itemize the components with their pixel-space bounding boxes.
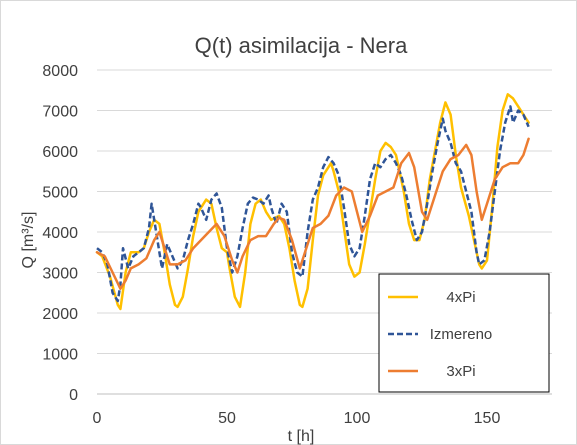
series-line-izmereno <box>96 105 530 303</box>
y-axis-ticks: 0 1000 2000 3000 4000 5000 6000 7000 8000 <box>42 63 78 404</box>
legend-label: 4xPi <box>446 289 475 306</box>
y-tick-label: 8000 <box>42 63 78 80</box>
x-tick-label: 0 <box>93 410 102 427</box>
y-tick-label: 4000 <box>42 225 78 242</box>
x-axis-label: t [h] <box>288 428 315 445</box>
legend: 4xPi Izmereno 3xPi <box>378 273 550 393</box>
y-tick-label: 2000 <box>42 306 78 323</box>
y-tick-label: 0 <box>69 387 78 404</box>
y-tick-label: 6000 <box>42 144 78 161</box>
y-tick-label: 3000 <box>42 266 78 283</box>
series-line-3xpi <box>95 137 530 290</box>
x-tick-label: 150 <box>474 410 501 427</box>
legend-label: Izmereno <box>430 326 493 343</box>
x-tick-label: 50 <box>218 410 236 427</box>
chart-title: Q(t) asimilacija - Nera <box>195 33 408 58</box>
x-tick-label: 100 <box>344 410 371 427</box>
y-tick-label: 5000 <box>42 185 78 202</box>
y-axis-label: Q [m³/s] <box>20 212 37 269</box>
series-lines <box>95 93 530 311</box>
legend-label: 3xPi <box>446 363 475 380</box>
y-tick-label: 7000 <box>42 104 78 121</box>
x-axis-ticks: 0 50 100 150 <box>93 410 501 427</box>
legend-entries: 4xPi Izmereno 3xPi <box>388 289 492 380</box>
y-tick-label: 1000 <box>42 347 78 364</box>
